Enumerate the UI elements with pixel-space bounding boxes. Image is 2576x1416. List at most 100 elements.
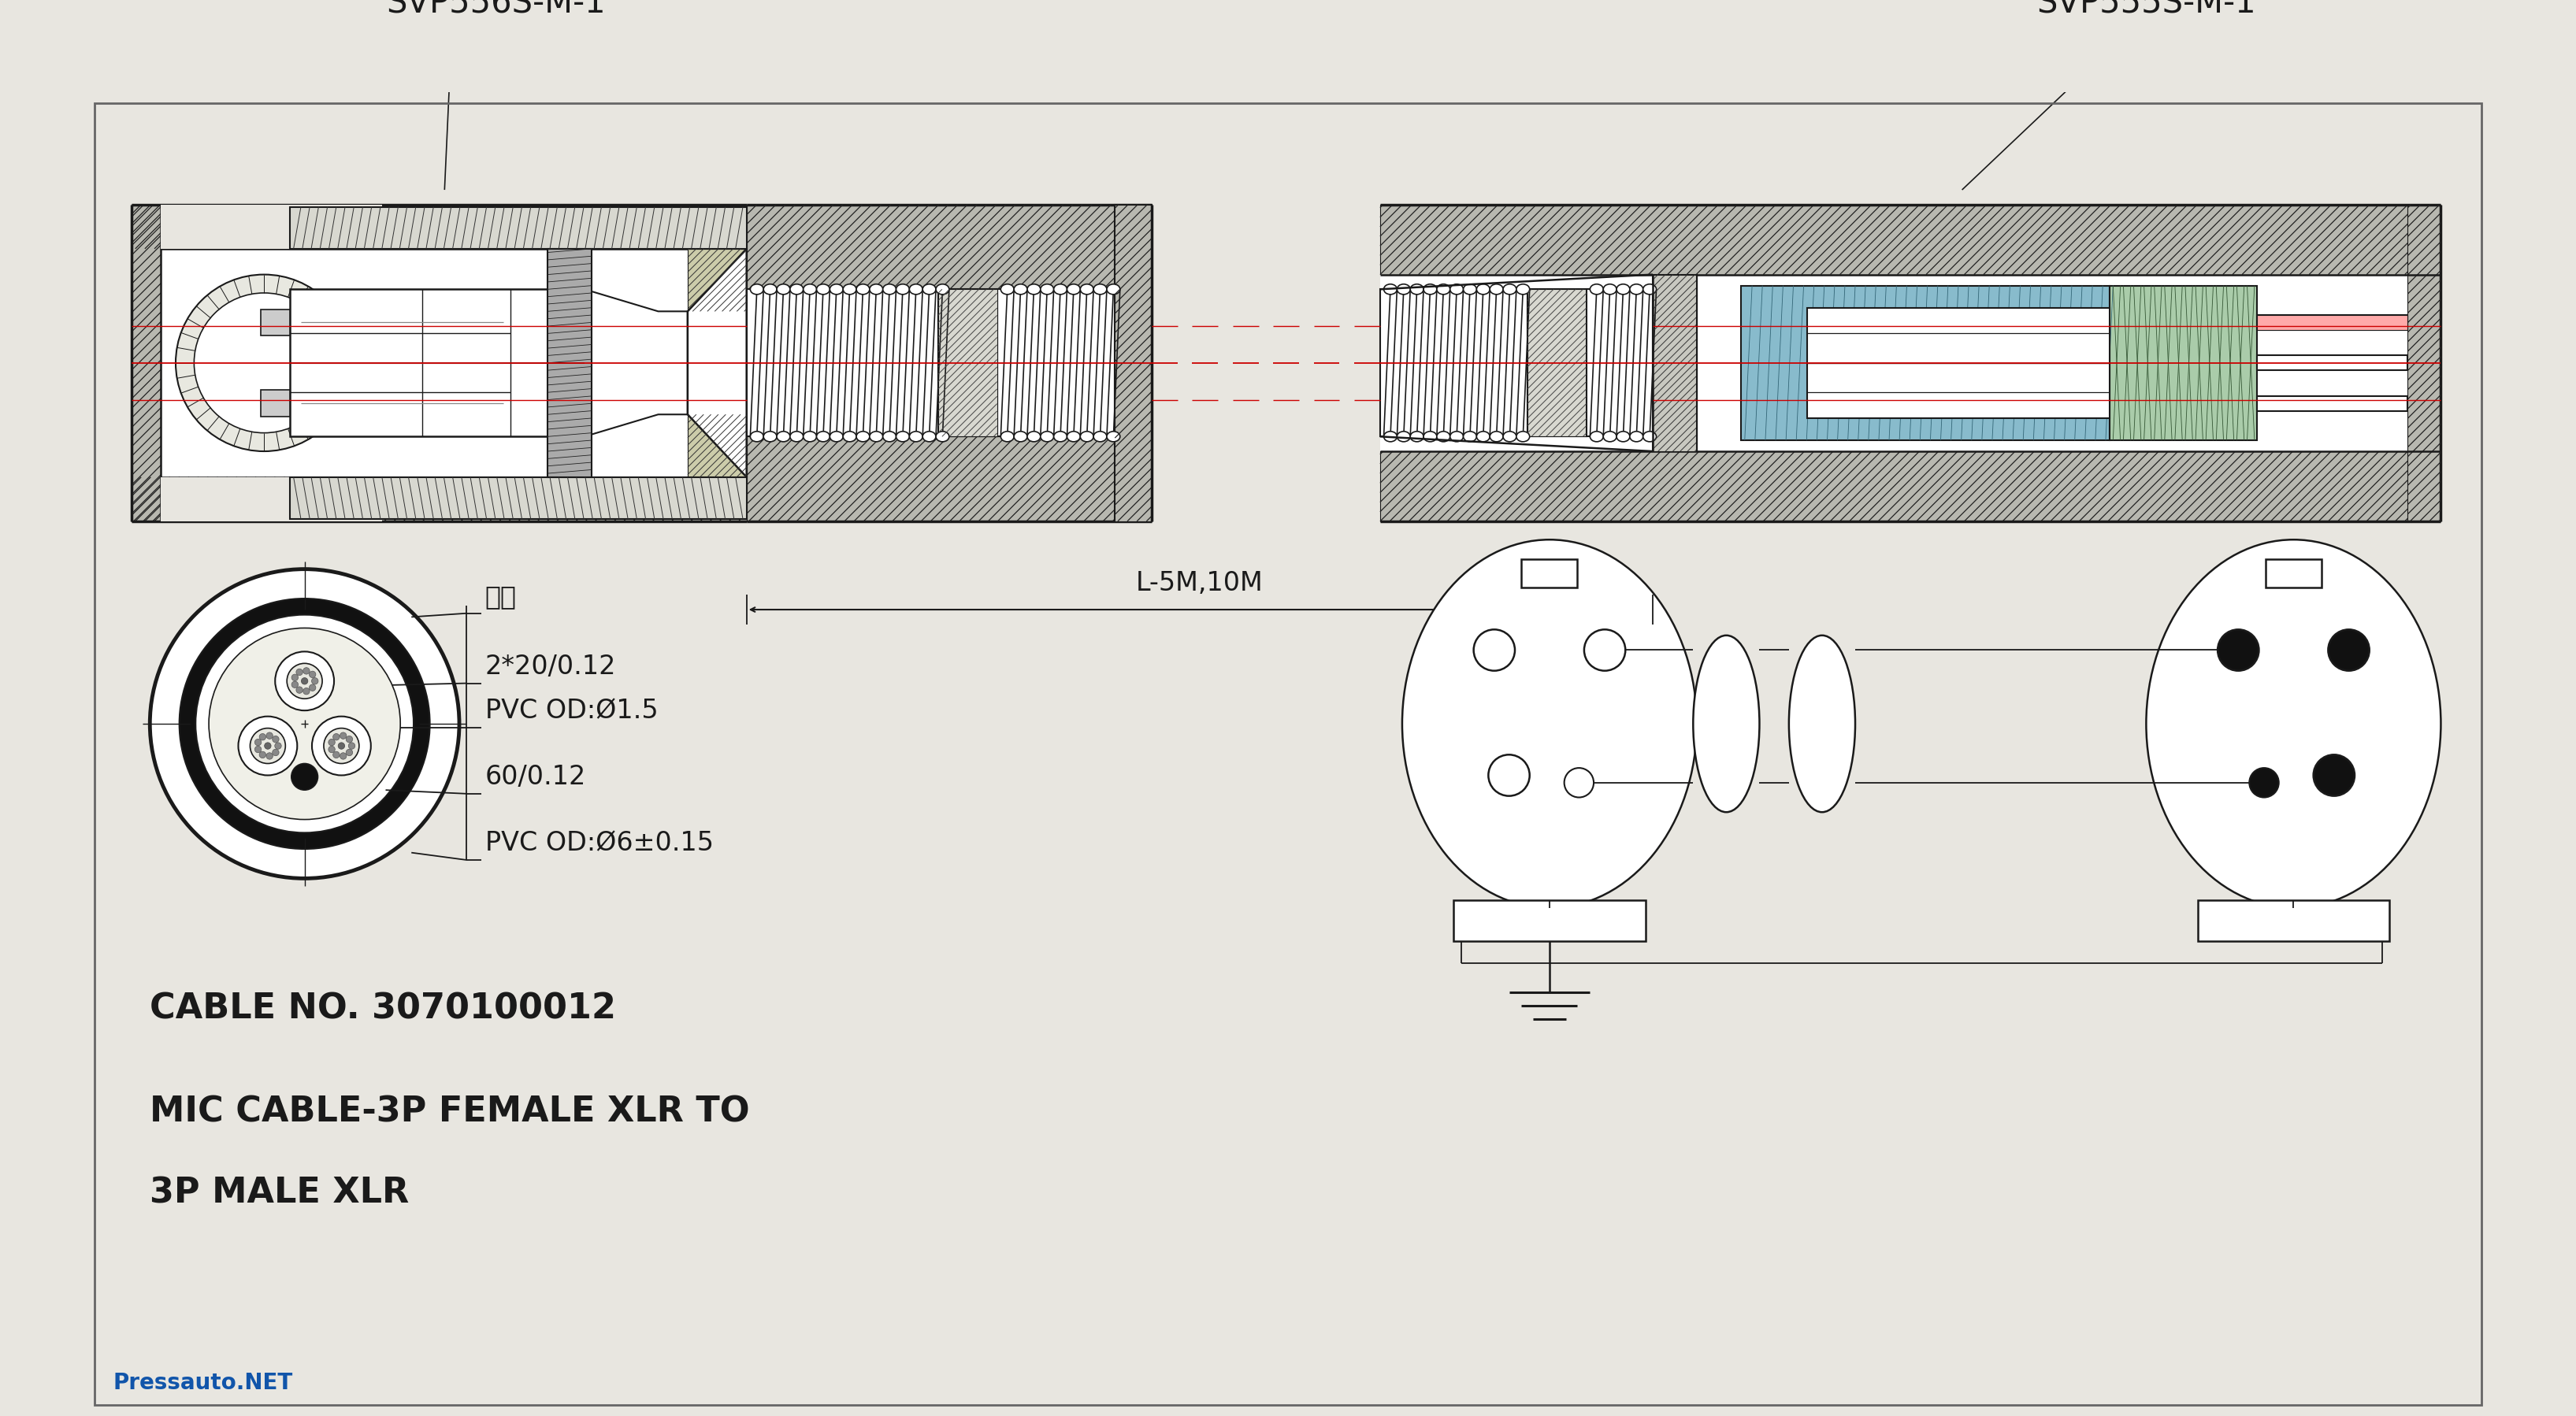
Text: SVP555S-M-1: SVP555S-M-1 bbox=[2038, 0, 2257, 20]
Circle shape bbox=[325, 728, 358, 763]
Ellipse shape bbox=[1409, 432, 1425, 442]
Circle shape bbox=[175, 275, 353, 452]
Ellipse shape bbox=[1054, 285, 1066, 295]
Circle shape bbox=[309, 684, 317, 691]
Circle shape bbox=[296, 668, 304, 675]
Bar bbox=[1654, 275, 2409, 452]
Ellipse shape bbox=[1437, 285, 1450, 295]
Circle shape bbox=[304, 688, 309, 694]
Circle shape bbox=[276, 651, 335, 711]
Bar bbox=[131, 204, 160, 521]
Text: 60/0.12: 60/0.12 bbox=[484, 765, 587, 790]
Circle shape bbox=[291, 674, 299, 681]
Circle shape bbox=[309, 671, 317, 678]
Circle shape bbox=[273, 749, 278, 756]
Text: Pressauto.NET: Pressauto.NET bbox=[113, 1372, 294, 1393]
Ellipse shape bbox=[817, 285, 829, 295]
Ellipse shape bbox=[1618, 285, 1631, 295]
Bar bbox=[747, 436, 1151, 521]
Bar bbox=[997, 289, 1115, 436]
Ellipse shape bbox=[1476, 285, 1489, 295]
Bar bbox=[160, 204, 381, 249]
Ellipse shape bbox=[1396, 285, 1409, 295]
Ellipse shape bbox=[1015, 432, 1028, 442]
Circle shape bbox=[332, 752, 340, 758]
Bar bbox=[160, 249, 747, 477]
Ellipse shape bbox=[1643, 285, 1656, 295]
Ellipse shape bbox=[1602, 432, 1618, 442]
Ellipse shape bbox=[1383, 285, 1396, 295]
Bar bbox=[2110, 286, 2257, 440]
Polygon shape bbox=[585, 289, 688, 436]
Bar bbox=[2264, 559, 2321, 588]
Ellipse shape bbox=[1028, 432, 1041, 442]
Bar bbox=[260, 309, 291, 336]
Circle shape bbox=[301, 678, 309, 684]
Circle shape bbox=[1564, 767, 1595, 797]
Circle shape bbox=[276, 742, 281, 749]
Bar bbox=[1528, 289, 1587, 436]
Bar bbox=[1654, 275, 1698, 452]
Ellipse shape bbox=[1054, 432, 1066, 442]
Circle shape bbox=[1489, 755, 1530, 796]
Ellipse shape bbox=[1589, 285, 1602, 295]
Bar bbox=[1381, 275, 2442, 452]
Bar bbox=[1115, 204, 1151, 521]
Ellipse shape bbox=[778, 285, 791, 295]
Ellipse shape bbox=[935, 285, 948, 295]
Polygon shape bbox=[291, 207, 747, 249]
Bar bbox=[938, 289, 997, 436]
Bar bbox=[747, 204, 1151, 289]
Ellipse shape bbox=[750, 432, 762, 442]
Ellipse shape bbox=[1517, 285, 1530, 295]
Ellipse shape bbox=[817, 432, 829, 442]
Circle shape bbox=[196, 615, 415, 833]
Ellipse shape bbox=[1015, 285, 1028, 295]
Bar bbox=[688, 249, 747, 312]
Text: 1: 1 bbox=[2370, 630, 2383, 653]
Bar bbox=[1741, 286, 2110, 440]
Circle shape bbox=[193, 293, 335, 433]
Ellipse shape bbox=[896, 432, 909, 442]
Bar bbox=[1587, 289, 1654, 436]
Bar bbox=[549, 249, 592, 477]
Ellipse shape bbox=[842, 285, 855, 295]
Bar bbox=[1381, 452, 2442, 521]
Ellipse shape bbox=[1066, 432, 1079, 442]
Bar bbox=[260, 391, 291, 416]
Ellipse shape bbox=[922, 432, 935, 442]
Circle shape bbox=[240, 716, 296, 776]
Ellipse shape bbox=[1041, 432, 1054, 442]
Bar bbox=[1528, 289, 1587, 436]
Bar bbox=[938, 289, 997, 436]
Polygon shape bbox=[291, 477, 747, 520]
Ellipse shape bbox=[1489, 432, 1504, 442]
Ellipse shape bbox=[1437, 432, 1450, 442]
Text: PVC OD:Ø6±0.15: PVC OD:Ø6±0.15 bbox=[484, 830, 714, 857]
Bar bbox=[1654, 275, 1698, 452]
Ellipse shape bbox=[1788, 636, 1855, 813]
Ellipse shape bbox=[829, 432, 842, 442]
Bar bbox=[160, 477, 381, 521]
Ellipse shape bbox=[855, 432, 871, 442]
Circle shape bbox=[260, 752, 265, 758]
Ellipse shape bbox=[778, 432, 791, 442]
Ellipse shape bbox=[804, 432, 817, 442]
Ellipse shape bbox=[1602, 285, 1618, 295]
Text: 3P MALE XLR: 3P MALE XLR bbox=[149, 1175, 410, 1209]
Circle shape bbox=[209, 629, 399, 820]
Ellipse shape bbox=[829, 285, 842, 295]
Circle shape bbox=[2329, 630, 2370, 671]
Circle shape bbox=[291, 681, 299, 688]
Text: 棉线: 棉线 bbox=[484, 583, 518, 610]
Ellipse shape bbox=[1409, 285, 1425, 295]
Ellipse shape bbox=[871, 285, 884, 295]
Bar bbox=[1381, 289, 1528, 436]
Ellipse shape bbox=[1504, 432, 1517, 442]
Circle shape bbox=[327, 746, 335, 753]
Bar bbox=[2257, 396, 2409, 411]
Bar bbox=[1808, 307, 2110, 418]
Bar bbox=[1381, 204, 2442, 275]
Ellipse shape bbox=[884, 285, 896, 295]
Ellipse shape bbox=[1463, 432, 1476, 442]
